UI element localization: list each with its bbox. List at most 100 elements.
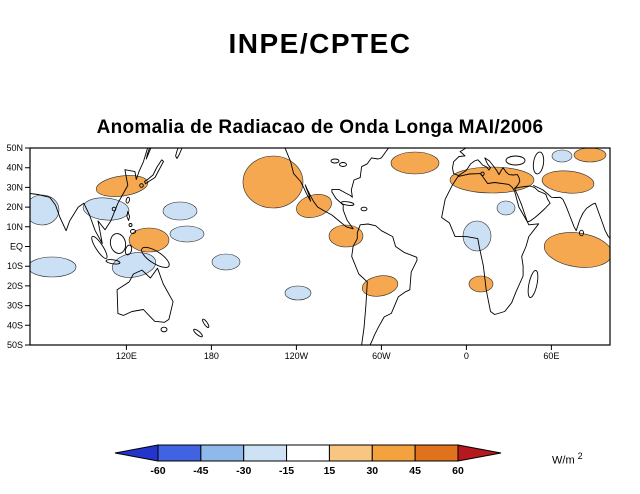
coastline-japan: [144, 159, 164, 185]
colorbar-segment: [371, 444, 416, 462]
coastline-new-zealand-north: [202, 318, 210, 328]
units-exponent: 2: [577, 451, 583, 461]
header-title: INPE/CPTEC: [228, 28, 412, 59]
colorbar-segment: [200, 444, 245, 462]
anomaly-positive-middle-east: [541, 170, 595, 194]
colorbar-segments: [114, 444, 502, 462]
coastline-tasmania: [160, 326, 168, 333]
lon-axis: 120E 180 120W 60W 0 60E: [116, 351, 560, 361]
coastline-sulawesi: [124, 244, 133, 256]
lat-tick-label: 10N: [6, 222, 23, 232]
world-map-plot: 50N 40N 30N 20N 10N EQ 10S 20S 30S 40S 5…: [6, 143, 611, 361]
coastline-australia: [116, 267, 174, 323]
coastline-cuba: [340, 201, 355, 206]
anomaly-positive-north-atlantic: [390, 151, 440, 175]
anomaly-negative-central-pacific-equator: [169, 225, 205, 243]
map-frame: [29, 147, 611, 346]
coastline-java: [105, 259, 121, 265]
coastline-new-guinea: [141, 246, 170, 268]
coastline-europe: [452, 148, 521, 189]
anomaly-positive-southeast-brazil: [361, 275, 399, 297]
colorbar-segment: [328, 444, 373, 462]
coastline-madagascar: [527, 270, 539, 298]
coastline-black-sea: [505, 155, 526, 166]
colorbar-arrow-low: [114, 444, 159, 462]
chart-title: Anomalia de Radiacao de Onda Longa MAI/2…: [96, 117, 544, 138]
anomaly-negative-east-indian-ocean: [30, 256, 77, 278]
coastline-sri-lanka: [579, 229, 584, 237]
lat-tick-label: 20N: [6, 202, 23, 212]
colorbar-segment: [414, 444, 459, 462]
colorbar-label: 60: [452, 465, 464, 477]
anomaly-positive-southwest-africa: [468, 275, 494, 293]
coastlines: [30, 148, 610, 345]
lon-tick-label: 180: [204, 351, 219, 361]
colorbar: -60 -45 -30 -15 15 30 45 60: [114, 444, 502, 477]
colorbar-arrow-high: [457, 444, 502, 462]
anomaly-negative-west-pacific-subtropics: [82, 197, 130, 221]
coastline-kyushu: [139, 183, 144, 188]
anomaly-positive-central-asia: [573, 148, 607, 163]
anomaly-regions: [30, 148, 610, 301]
anomaly-negative-timor-north-australia: [111, 252, 157, 278]
coastline-kamchatka: [175, 148, 183, 159]
colorbar-label: -15: [279, 465, 294, 477]
coastline-east-asia: [30, 148, 149, 244]
colorbar-units: W/m 2: [552, 451, 583, 467]
coastline-caspian-sea: [532, 151, 545, 175]
coastline-sumatra: [91, 235, 108, 259]
colorbar-segment: [243, 444, 288, 462]
coastline-north-america-pacific: [284, 148, 354, 230]
lon-tick-marks: [125, 345, 552, 350]
lat-tick-label: 10S: [7, 261, 23, 271]
lat-tick-label: 30N: [6, 182, 23, 192]
lat-tick-label: 40N: [6, 163, 23, 173]
lon-tick-label: 60E: [543, 351, 559, 361]
colorbar-segment: [286, 444, 330, 462]
lon-tick-label: 120W: [285, 351, 309, 361]
coastline-visayas: [128, 223, 133, 227]
coastline-mindanao: [129, 229, 137, 234]
coastline-arabia: [514, 185, 551, 223]
coastline-luzon: [126, 211, 131, 221]
coastline-borneo: [109, 233, 127, 254]
lat-tick-label: 40S: [7, 320, 23, 330]
colorbar-label: -60: [150, 465, 165, 477]
lon-tick-label: 60W: [372, 351, 391, 361]
coastline-hainan: [111, 206, 117, 212]
coastline-hispaniola: [360, 206, 368, 212]
coastline-south-america: [351, 223, 418, 345]
lat-tick-label: 50N: [6, 143, 23, 153]
colorbar-labels: -60 -45 -30 -15 15 30 45 60: [150, 465, 464, 477]
anomaly-positive-west-pacific-equator: [128, 227, 170, 253]
colorbar-label: 30: [366, 465, 378, 477]
anomaly-positive-northern-south-america: [328, 224, 364, 248]
coastline-sicily: [480, 171, 485, 176]
lat-tick-label: 30S: [7, 301, 23, 311]
coastline-great-lakes-west: [330, 158, 340, 164]
lon-tick-label: 120E: [116, 351, 137, 361]
coastline-new-zealand-south: [193, 328, 203, 338]
coastline-north-america-atlantic: [331, 148, 389, 230]
coastline-taiwan: [125, 196, 130, 204]
colorbar-label: 15: [324, 465, 336, 477]
anomaly-positive-mexico: [296, 194, 332, 218]
anomaly-negative-south-central-pacific: [211, 253, 241, 271]
anomaly-positive-mediterranean-europe: [449, 166, 535, 194]
anomaly-negative-north-caspian: [551, 149, 573, 163]
anomaly-negative-north-central-pacific: [162, 201, 198, 221]
coastline-south-asia: [533, 185, 610, 239]
lat-tick-label: 20S: [7, 281, 23, 291]
colorbar-segment: [157, 444, 202, 462]
anomaly-negative-central-africa: [462, 220, 492, 252]
anomaly-negative-southeast-pacific: [284, 285, 312, 301]
colorbar-label: -30: [236, 465, 251, 477]
units-text: W/m: [552, 454, 575, 467]
lat-tick-marks: [25, 147, 30, 346]
lat-axis: 50N 40N 30N 20N 10N EQ 10S 20S 30S 40S 5…: [6, 143, 23, 350]
lon-tick-label: 0: [464, 351, 469, 361]
anomaly-negative-northeast-africa: [496, 200, 516, 216]
coastline-africa: [441, 173, 540, 315]
anomaly-positive-western-north-america: [242, 155, 304, 209]
